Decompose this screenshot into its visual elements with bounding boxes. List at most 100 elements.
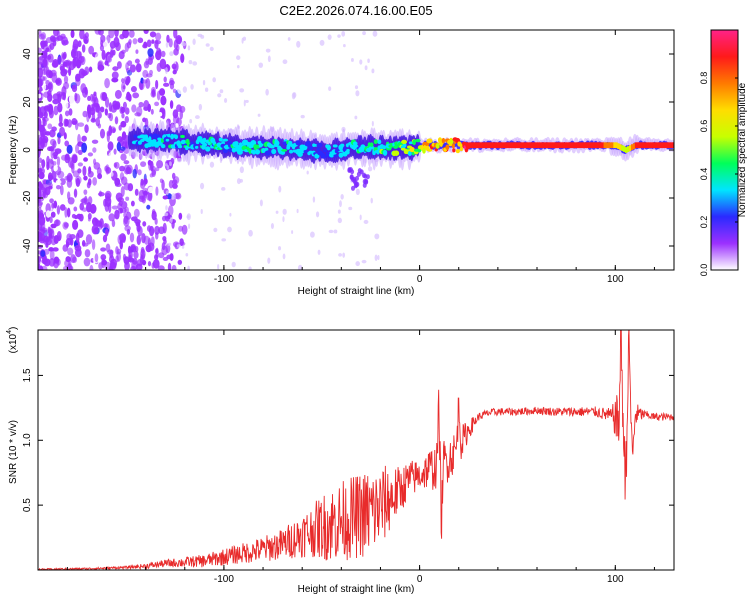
heatmap-cell [348,206,353,211]
heatmap-cell [495,142,499,149]
heatmap-cell [90,117,97,123]
heatmap-cell [59,178,66,186]
heatmap-cell [236,64,240,69]
heatmap-cell [270,145,275,149]
heatmap-cell [48,70,53,79]
heatmap-cell [354,85,359,90]
heatmap-cell [176,36,182,45]
heatmap-cell [73,206,78,212]
heatmap-cell [282,208,287,215]
heatmap-cell [556,142,559,149]
heatmap-cell [164,212,169,217]
heatmap-cell [41,140,46,149]
heatmap-cell [648,142,651,149]
heatmap-cell [162,256,169,262]
heatmap-cell [147,190,153,202]
heatmap-cell [340,194,344,200]
heatmap-cell [75,175,82,185]
heatmap-cell [658,142,661,149]
heatmap-cell [146,204,151,210]
heatmap-cell [77,122,85,127]
heatmap-cell [368,145,375,150]
heatmap-cell [42,83,47,91]
heatmap-cell [535,142,538,149]
heatmap-cell [99,44,105,52]
heatmap-cell [165,205,168,211]
heatmap-cell [93,227,99,235]
heatmap-cell [38,93,42,99]
heatmap-cell [117,136,123,143]
heatmap-cell [147,57,153,65]
heatmap-cell [50,148,55,159]
heatmap-cell [623,146,626,152]
heatmap-cell [161,242,166,251]
heatmap-cell [350,169,355,175]
heatmap-cell [77,40,82,48]
heatmap-cell [156,90,161,101]
heatmap-cell [42,44,49,52]
heatmap-cell [62,221,69,230]
heatmap-cell [615,142,618,149]
heatmap-cell [125,196,130,201]
heatmap-cell [155,248,159,254]
heatmap-cell [135,63,142,73]
heatmap-cell [63,75,69,84]
heatmap-cell [517,142,520,149]
heatmap-cell [118,200,123,207]
heatmap-cell [143,235,150,245]
heatmap-cell [546,142,550,149]
heatmap-cell [114,209,120,220]
heatmap-cell [56,30,61,37]
heatmap-cell [45,210,51,218]
heatmap-cell [617,143,620,150]
heatmap-cell [114,116,119,125]
heatmap-cell [38,47,42,54]
heatmap-cell [38,33,45,40]
heatmap-cell [497,142,501,149]
heatmap-cell [74,114,81,120]
heatmap-cell [121,112,125,119]
heatmap-cell [57,102,63,113]
heatmap-cell [192,38,196,45]
heatmap-cell [265,48,271,53]
heatmap-cell [155,186,159,196]
heatmap-cell [605,142,608,149]
heatmap-cell [371,68,375,74]
heatmap-cell [38,202,43,208]
heatmap-cell [62,265,70,270]
heatmap-cell [275,141,279,148]
heatmap-cell [128,250,133,260]
heatmap-cell [111,188,117,194]
heatmap-cell [178,71,183,80]
heatmap-cell [72,219,79,230]
snr-axes: -100 0 100 0.5 1.0 1.5 [22,330,674,585]
heatmap-cell [114,89,122,99]
heatmap-cell [542,142,546,149]
heatmap-cell [161,179,165,191]
heatmap-cell [370,197,373,204]
heatmap-cell [38,256,42,263]
heatmap-cell [132,38,138,45]
heatmap-cell [332,144,338,148]
heatmap-cell [194,145,199,149]
heatmap-cell [89,107,96,116]
heatmap-cell [48,109,54,119]
heatmap-cell [66,60,73,66]
heatmap-cell [56,231,62,242]
heatmap-cell [63,39,69,45]
heatmap-cell [642,142,646,149]
heatmap-cell [601,142,604,149]
heatmap-cell [89,203,97,214]
heatmap-cell [123,164,131,175]
heatmap-cell [62,61,68,67]
heatmap-cell [123,215,129,225]
heatmap-cell [209,46,214,52]
heatmap-cell [303,149,309,154]
heatmap-cell [190,84,194,90]
heatmap-cell [599,142,603,149]
heatmap-cell [130,200,135,207]
heatmap-cell [46,54,52,60]
heatmap-cell [367,166,373,172]
heatmap-cell [109,49,114,58]
heatmap-cell [52,93,60,101]
